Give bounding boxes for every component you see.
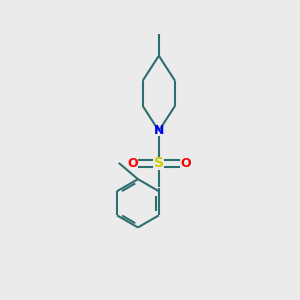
Text: O: O bbox=[127, 157, 138, 170]
Text: N: N bbox=[154, 124, 164, 137]
Text: O: O bbox=[180, 157, 190, 170]
Text: S: S bbox=[154, 156, 164, 170]
